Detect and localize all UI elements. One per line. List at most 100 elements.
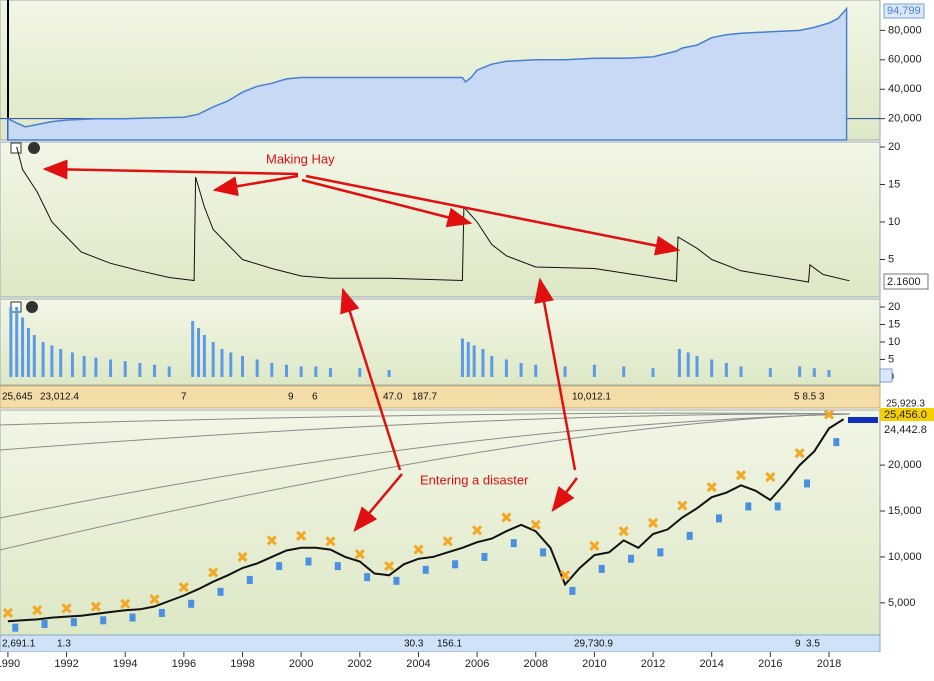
bar xyxy=(167,366,171,377)
y-tick-label: 60,000 xyxy=(888,54,922,66)
maximize-button[interactable] xyxy=(10,142,22,154)
buy-marker xyxy=(569,586,576,595)
x-tick-label: 2004 xyxy=(406,658,430,670)
sell-marker xyxy=(178,582,189,593)
buy-marker xyxy=(745,502,752,511)
bar xyxy=(26,327,30,377)
x-tick-label: 1992 xyxy=(54,658,78,670)
bar xyxy=(812,368,816,377)
bar xyxy=(695,355,699,377)
sell-marker xyxy=(120,598,131,609)
sell-marker xyxy=(413,544,424,555)
strip-label: 25,645 xyxy=(2,392,33,403)
strip-label: 187.7 xyxy=(412,392,437,403)
bar xyxy=(123,361,127,377)
buy-marker xyxy=(12,623,19,632)
buy-marker xyxy=(246,575,253,584)
strip-label: 7 xyxy=(181,392,187,403)
bar xyxy=(677,348,681,377)
bar xyxy=(504,359,508,377)
sell-marker xyxy=(706,482,717,493)
buy-marker xyxy=(41,619,48,628)
buy-marker xyxy=(628,554,635,563)
sell-marker xyxy=(765,471,776,483)
buy-marker xyxy=(364,573,371,582)
sell-marker xyxy=(61,603,72,614)
y-tick-label: 15 xyxy=(888,178,900,190)
sell-marker xyxy=(647,517,659,529)
sell-marker xyxy=(384,561,395,572)
buy-marker xyxy=(334,562,341,571)
bar xyxy=(686,352,690,377)
bar xyxy=(466,341,470,377)
buy-marker xyxy=(422,565,429,574)
indicator-strip xyxy=(0,385,881,409)
strip-label: 10,012.1 xyxy=(572,392,611,403)
bar xyxy=(490,355,494,377)
x-tick-label: 1990 xyxy=(0,658,20,670)
bar xyxy=(220,348,224,377)
y-tick-label: 5 xyxy=(888,353,894,365)
strip-label: 6 xyxy=(312,392,318,403)
bar xyxy=(299,366,303,377)
bar xyxy=(358,368,362,377)
buy-marker xyxy=(716,514,723,523)
sell-marker xyxy=(618,526,629,537)
price-panel xyxy=(0,409,881,636)
sell-marker xyxy=(208,567,219,578)
bar xyxy=(519,362,523,377)
y-tick-label: 20,000 xyxy=(888,113,922,125)
bar xyxy=(270,362,274,377)
bar xyxy=(59,348,63,377)
exposure-panel xyxy=(0,141,881,298)
buy-marker xyxy=(158,608,165,617)
buy-marker xyxy=(129,613,136,622)
close-button[interactable] xyxy=(26,301,38,313)
sell-marker xyxy=(237,551,248,562)
y-tick-label: 10 xyxy=(888,216,900,228)
bar xyxy=(622,366,626,377)
strip-label: 5 8.5 3 xyxy=(794,392,825,403)
last-value: 2.1600 xyxy=(887,276,921,288)
buy-marker xyxy=(481,552,488,561)
bar xyxy=(460,338,464,377)
bar xyxy=(229,352,233,377)
close-button[interactable] xyxy=(28,142,40,154)
bar xyxy=(481,348,485,377)
buy-marker xyxy=(803,479,810,488)
last-value-tag xyxy=(883,273,929,290)
sell-marker xyxy=(442,536,453,547)
bar xyxy=(768,368,772,377)
y-tick-label: 15 xyxy=(888,318,900,330)
annotation-arrows xyxy=(42,159,681,532)
bar xyxy=(32,334,36,377)
sell-marker xyxy=(735,470,747,481)
sell-marker xyxy=(90,601,101,612)
buy-marker xyxy=(510,539,517,548)
bar xyxy=(9,306,13,377)
bar xyxy=(255,359,259,377)
y-tick-label: 20,000 xyxy=(888,459,922,471)
buy-marker xyxy=(686,531,693,540)
footer-label: 3.5 xyxy=(806,639,820,650)
annotation: Entering a disaster xyxy=(420,472,529,487)
x-tick-label: 1998 xyxy=(230,658,254,670)
x-tick-label: 2006 xyxy=(465,658,489,670)
footer-label: 29,730.9 xyxy=(574,639,613,650)
buy-marker xyxy=(100,616,107,625)
bar xyxy=(211,341,215,377)
sell-marker xyxy=(472,525,483,536)
strip-label: 9 xyxy=(288,392,294,403)
bar xyxy=(563,366,567,377)
sell-marker xyxy=(325,536,336,547)
buy-marker xyxy=(657,548,664,557)
x-tick-label: 2012 xyxy=(641,658,665,670)
bar xyxy=(41,341,45,377)
last-value-tag xyxy=(883,3,925,19)
buy-marker xyxy=(774,502,781,511)
bar xyxy=(534,364,538,377)
bar xyxy=(387,369,391,377)
sell-marker xyxy=(823,409,835,420)
y-tick-label: 20 xyxy=(888,141,900,153)
price-tag: 25,929.3 xyxy=(886,399,925,410)
